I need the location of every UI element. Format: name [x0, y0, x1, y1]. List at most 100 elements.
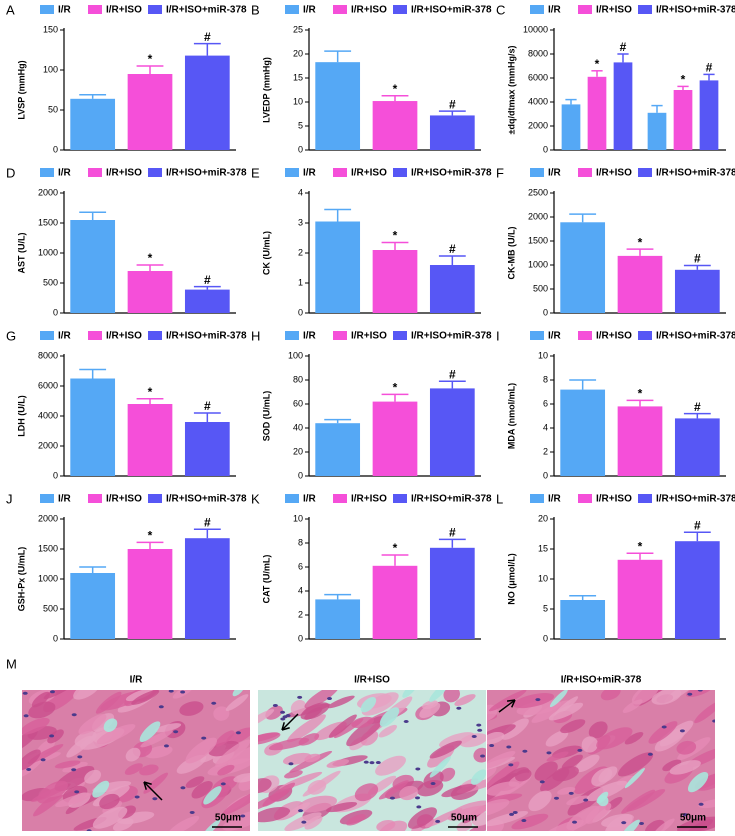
fiber: [459, 733, 486, 748]
error-bar: [626, 399, 654, 407]
fiber: [131, 690, 160, 705]
y-tick-label: 20: [293, 48, 303, 58]
error-bar: [193, 42, 221, 56]
nucleus: [180, 786, 186, 790]
fiber: [73, 690, 101, 700]
fiber: [487, 781, 520, 796]
bar: [127, 549, 173, 639]
legend-label: I/R: [303, 331, 317, 342]
fiber: [328, 714, 357, 738]
error-bar: [438, 255, 466, 265]
fiber: [117, 811, 155, 825]
nucleus: [546, 751, 552, 755]
legend-label: I/R+ISO+miR-378: [166, 5, 247, 16]
nucleus: [512, 810, 518, 814]
fiber: [225, 694, 249, 712]
legend-label: I/R+ISO+miR-378: [166, 494, 247, 505]
fiber: [511, 813, 549, 830]
fiber: [154, 723, 182, 733]
bar: [372, 565, 418, 639]
legend-swatch: [148, 494, 162, 503]
fiber: [351, 716, 375, 729]
legend-swatch: [148, 5, 162, 14]
y-tick-label: 2: [298, 609, 303, 619]
fiber: [552, 766, 579, 782]
bar: [127, 404, 173, 476]
legend-label: I/R: [58, 5, 72, 16]
legend-swatch: [88, 494, 102, 503]
fiber: [95, 691, 122, 714]
error-bar: [617, 53, 629, 63]
nucleus: [189, 810, 195, 814]
nucleus: [74, 790, 80, 794]
nucleus: [471, 734, 477, 738]
nucleus: [77, 755, 83, 759]
legend-swatch: [578, 331, 592, 340]
bar: [587, 76, 607, 150]
fiber: [124, 763, 143, 775]
fiber: [618, 752, 654, 777]
nucleus: [435, 819, 441, 823]
fiber: [258, 806, 291, 823]
space: [619, 819, 640, 831]
y-tick-label: 6000: [38, 380, 58, 390]
y-tick-label: 2000: [38, 513, 58, 523]
nucleus: [477, 728, 483, 732]
fiber: [429, 740, 462, 759]
fiber: [669, 760, 701, 775]
y-tick-label: 4: [298, 585, 303, 595]
significance-mark: #: [694, 518, 701, 532]
bar: [184, 289, 230, 313]
micrograph: [487, 690, 715, 831]
fiber: [419, 702, 441, 719]
bar: [429, 388, 475, 476]
legend-label: I/R+ISO: [351, 168, 387, 179]
bar: [617, 406, 663, 476]
error-bar: [683, 412, 711, 419]
bar: [184, 538, 230, 639]
space: [201, 819, 221, 831]
nucleus: [173, 730, 179, 734]
nucleus: [49, 690, 55, 694]
nucleus: [572, 820, 578, 824]
fiber: [47, 729, 64, 744]
panel-letter: J: [6, 491, 13, 506]
nucleus: [369, 761, 375, 765]
legend-swatch: [285, 494, 299, 503]
error-bar: [193, 528, 221, 539]
error-bar: [79, 94, 107, 99]
fiber: [648, 721, 678, 744]
fiber: [140, 729, 173, 748]
arrow-head: [506, 699, 516, 702]
nucleus: [201, 736, 207, 740]
fiber: [588, 721, 608, 739]
error-bar: [381, 241, 409, 250]
y-tick-label: 0: [53, 633, 58, 643]
legend-label: I/R: [303, 494, 317, 505]
fiber: [531, 700, 571, 723]
panel-letter: A: [6, 2, 15, 17]
fiber: [287, 714, 326, 743]
legend-label: I/R+ISO: [106, 494, 142, 505]
fiber: [566, 795, 590, 806]
y-tick-label: 6000: [528, 72, 548, 82]
fiber: [43, 690, 76, 700]
fiber: [298, 795, 338, 813]
fiber: [326, 759, 350, 768]
error-bar: [136, 264, 164, 271]
fiber: [581, 736, 599, 753]
nucleus: [168, 690, 174, 693]
fiber: [694, 701, 715, 724]
nucleus: [415, 767, 421, 771]
space: [470, 769, 486, 785]
fiber: [233, 773, 250, 783]
fiber: [378, 780, 409, 800]
fiber: [222, 810, 250, 831]
legend-swatch: [393, 494, 407, 503]
fiber: [651, 690, 682, 705]
error-bar: [591, 70, 603, 77]
y-tick-label: 2000: [528, 120, 548, 130]
significance-mark: #: [204, 273, 211, 287]
nucleus: [568, 791, 574, 795]
